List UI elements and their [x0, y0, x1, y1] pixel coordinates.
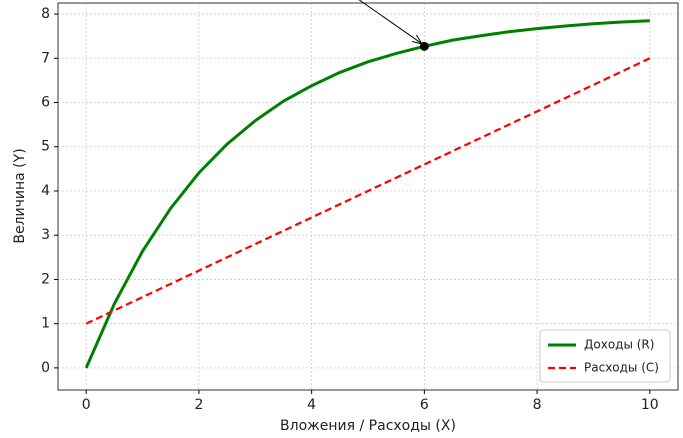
x-axis-label: Вложения / Расходы (X) — [280, 418, 456, 434]
x-tick-label: 4 — [307, 397, 316, 413]
x-tick-label: 2 — [194, 397, 203, 413]
y-tick-label: 5 — [41, 139, 50, 155]
y-tick-label: 3 — [41, 227, 50, 243]
x-tick-label: 10 — [641, 397, 659, 413]
legend-label: Расходы (C) — [584, 361, 659, 375]
y-tick-label: 2 — [41, 271, 50, 287]
y-tick-label: 7 — [41, 50, 50, 66]
y-tick-label: 0 — [41, 360, 50, 376]
highlight-point — [419, 41, 429, 51]
x-tick-label: 8 — [533, 397, 542, 413]
legend: Доходы (R) Расходы (C) — [539, 329, 671, 383]
annotation-arrow — [358, 0, 421, 43]
y-tick-label: 6 — [41, 95, 50, 111]
plot-frame — [57, 2, 679, 391]
y-axis-label: Величина (Y) — [12, 148, 28, 243]
y-tick-label: 4 — [41, 183, 50, 199]
x-tick-label: 0 — [82, 397, 91, 413]
y-tick-label: 8 — [41, 6, 50, 22]
x-tick-label: 6 — [420, 397, 429, 413]
series-line — [84, 19, 650, 369]
legend-label: Доходы (R) — [584, 338, 654, 352]
series-line — [85, 57, 651, 325]
y-tick-label: 1 — [41, 316, 50, 332]
